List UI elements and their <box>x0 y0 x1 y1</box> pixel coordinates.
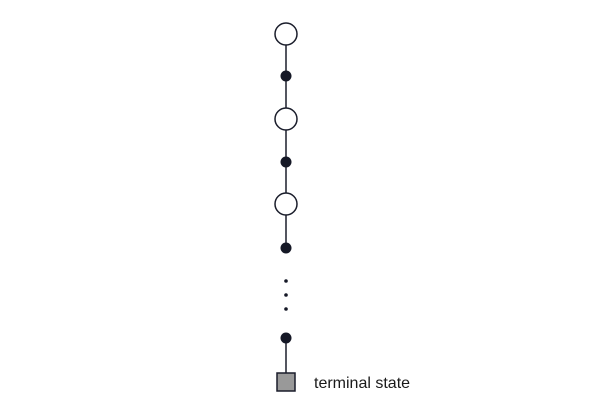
action-node <box>280 332 292 344</box>
state-node <box>274 22 298 46</box>
state-node <box>274 192 298 216</box>
action-node <box>280 156 292 168</box>
action-node <box>280 70 292 82</box>
action-node <box>280 242 292 254</box>
ellipsis-dots <box>284 279 288 311</box>
state-node <box>274 107 298 131</box>
terminal-state-label: terminal state <box>314 375 410 392</box>
terminal-state-node <box>276 372 296 392</box>
